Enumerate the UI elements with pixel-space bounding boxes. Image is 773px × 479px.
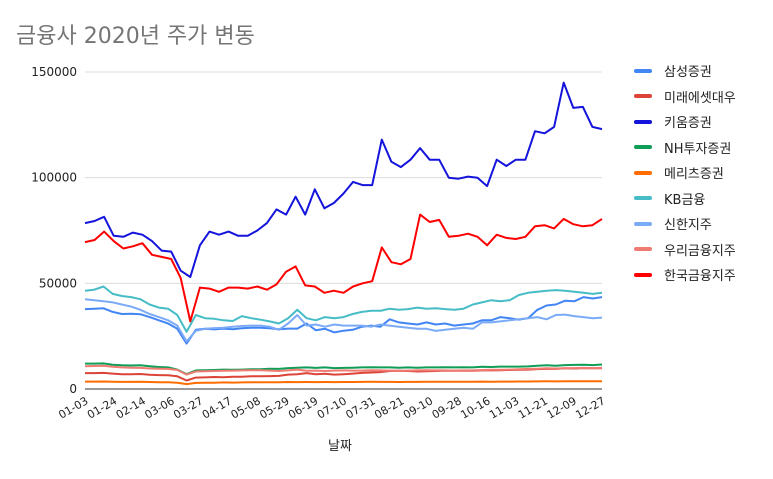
- x-tick-label: 09-10: [401, 394, 435, 421]
- legend-swatch: [634, 68, 652, 73]
- series-line: [85, 380, 603, 386]
- legend-swatch: [634, 272, 652, 277]
- y-tick-label: 150000: [31, 65, 77, 79]
- x-tick-label: 04-17: [200, 394, 234, 421]
- legend-label: 키움증권: [664, 116, 712, 132]
- legend-swatch: [634, 119, 652, 124]
- x-tick-label: 08-21: [372, 394, 406, 421]
- x-axis-ticks: 01-0301-2402-1403-0603-2704-1705-0805-29…: [56, 394, 607, 421]
- legend-item: 삼성증권: [634, 58, 736, 84]
- x-tick-label: 10-16: [458, 394, 492, 421]
- legend-item: 우리금융지주: [634, 237, 736, 263]
- x-tick-label: 01-24: [85, 394, 119, 421]
- legend-label: NH투자증권: [664, 141, 732, 157]
- y-tick-label: 0: [69, 382, 77, 396]
- chart-title: 금융사 2020년 주가 변동: [16, 24, 255, 49]
- legend-swatch: [634, 170, 652, 175]
- x-tick-label: 07-31: [344, 394, 378, 421]
- x-tick-label: 09-28: [430, 394, 464, 421]
- legend-swatch: [634, 247, 652, 252]
- x-tick-label: 11-03: [487, 394, 521, 421]
- legend-label: 미래에셋대우: [664, 90, 736, 106]
- x-tick-label: 02-14: [114, 394, 148, 421]
- legend-label: 우리금융지주: [664, 243, 736, 259]
- series-line: [84, 298, 603, 343]
- legend-item: NH투자증권: [634, 135, 736, 161]
- x-tick-label: 12-09: [545, 394, 579, 421]
- x-tick-label: 06-19: [286, 394, 320, 421]
- y-tick-label: 50000: [39, 276, 77, 290]
- x-tick-label: 12-27: [573, 394, 607, 421]
- legend-label: 메리츠증권: [664, 167, 724, 183]
- legend-label: 삼성증권: [664, 65, 712, 81]
- x-tick-label: 03-06: [142, 394, 176, 421]
- gridlines: [85, 71, 602, 390]
- x-tick-label: 11-21: [516, 394, 550, 421]
- legend-item: KB금융: [634, 186, 736, 212]
- x-tick-label: 05-08: [229, 394, 263, 421]
- x-tick-label: 05-29: [257, 394, 291, 421]
- legend-item: 한국금융지주: [634, 262, 736, 288]
- legend-swatch: [634, 94, 652, 99]
- x-axis-label: 날짜: [328, 439, 352, 454]
- series-lines: [84, 81, 603, 386]
- legend-item: 키움증권: [634, 109, 736, 135]
- series-line: [84, 213, 603, 323]
- series-line: [84, 364, 603, 376]
- legend-label: 신한지주: [664, 218, 712, 234]
- legend-swatch: [634, 145, 652, 150]
- x-tick-label: 03-27: [171, 394, 205, 421]
- legend-item: 신한지주: [634, 211, 736, 237]
- legend-label: KB금융: [664, 192, 706, 208]
- series-line: [84, 81, 603, 278]
- series-line: [84, 296, 603, 345]
- x-tick-label: 07-10: [315, 394, 349, 421]
- series-line: [84, 285, 603, 333]
- legend-swatch: [634, 196, 652, 201]
- legend-item: 메리츠증권: [634, 160, 736, 186]
- x-tick-label: 01-03: [56, 394, 90, 421]
- y-tick-label: 100000: [31, 171, 77, 185]
- legend-item: 미래에셋대우: [634, 84, 736, 110]
- legend-swatch: [634, 221, 652, 226]
- series-line: [85, 362, 603, 376]
- legend-label: 한국금융지주: [664, 269, 736, 285]
- y-axis-ticks: 0 50000 100000 150000: [31, 65, 77, 396]
